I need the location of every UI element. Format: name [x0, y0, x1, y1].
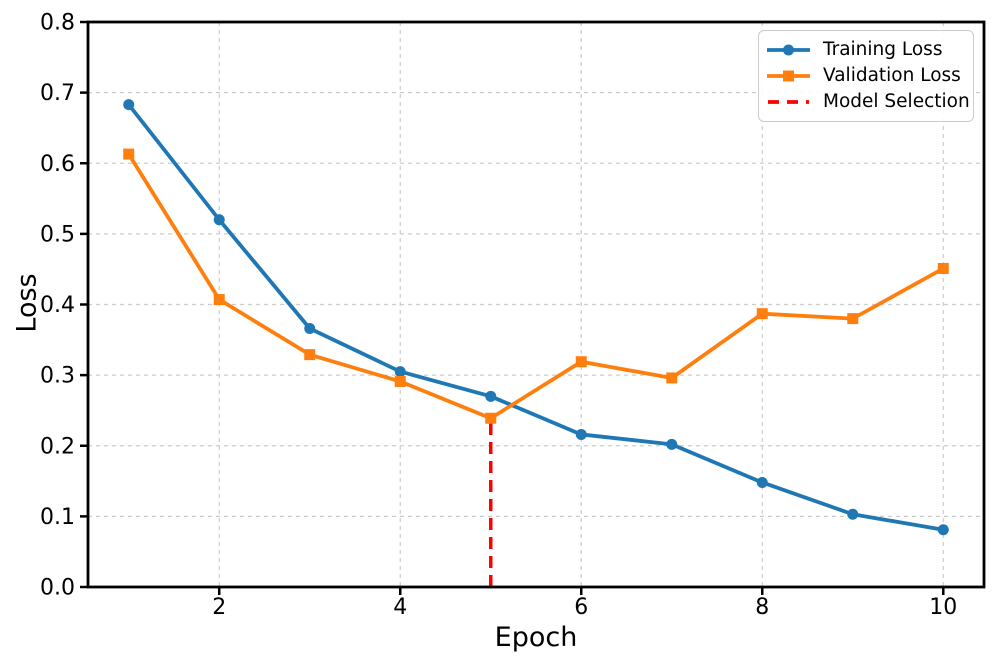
training-loss-marker — [937, 524, 949, 536]
validation-loss-marker — [213, 294, 225, 306]
validation-loss-marker — [304, 349, 316, 361]
training-loss-marker — [847, 508, 859, 520]
validation-loss-marker — [394, 375, 406, 387]
validation-loss-marker — [666, 372, 678, 384]
legend: Training Loss Validation Loss Model Sele… — [758, 30, 974, 122]
legend-label-training-loss: Training Loss — [823, 39, 943, 60]
validation-loss-marker — [575, 356, 587, 368]
x-tick-label: 10 — [929, 595, 957, 620]
legend-label-model-selection: Model Selection — [823, 91, 970, 112]
validation-loss-marker — [756, 308, 768, 320]
training-loss-marker — [666, 438, 678, 450]
training-loss-marker — [394, 366, 406, 378]
y-tick-label: 0.0 — [40, 576, 75, 601]
legend-item-validation-loss: Validation Loss — [767, 63, 965, 89]
model-selection-sample-icon — [768, 100, 809, 104]
validation-loss-marker — [123, 148, 135, 160]
x-tick-label: 8 — [755, 595, 769, 620]
training-loss-marker — [304, 323, 316, 335]
training-loss-marker — [485, 390, 497, 402]
y-tick-label: 0.2 — [40, 434, 75, 459]
y-tick-label: 0.7 — [40, 81, 75, 106]
training-loss-marker — [123, 99, 135, 111]
training-loss-marker — [756, 476, 768, 488]
y-axis-label: Loss — [12, 273, 43, 332]
y-tick-label: 0.4 — [40, 293, 75, 318]
training-loss-line — [126, 102, 946, 532]
validation-loss-marker — [937, 262, 949, 274]
x-axis-label: Epoch — [495, 622, 578, 653]
validation-loss-sample-icon — [767, 70, 810, 82]
y-tick-label: 0.6 — [40, 152, 75, 177]
training-loss-marker — [575, 428, 587, 440]
y-tick-label: 0.3 — [40, 364, 75, 389]
training-loss-sample-icon — [767, 44, 810, 56]
validation-loss-marker — [847, 313, 859, 325]
training-loss-marker — [213, 214, 225, 226]
validation-loss-marker — [485, 412, 497, 424]
x-tick-label: 2 — [212, 595, 226, 620]
legend-item-training-loss: Training Loss — [767, 37, 965, 63]
validation-loss-line — [126, 152, 946, 421]
x-tick-label: 4 — [393, 595, 407, 620]
legend-item-model-selection: Model Selection — [767, 89, 970, 115]
legend-label-validation-loss: Validation Loss — [823, 65, 961, 86]
x-tick-label: 6 — [574, 595, 588, 620]
y-tick-label: 0.1 — [40, 505, 75, 530]
y-tick-label: 0.8 — [40, 11, 75, 36]
y-tick-label: 0.5 — [40, 222, 75, 247]
